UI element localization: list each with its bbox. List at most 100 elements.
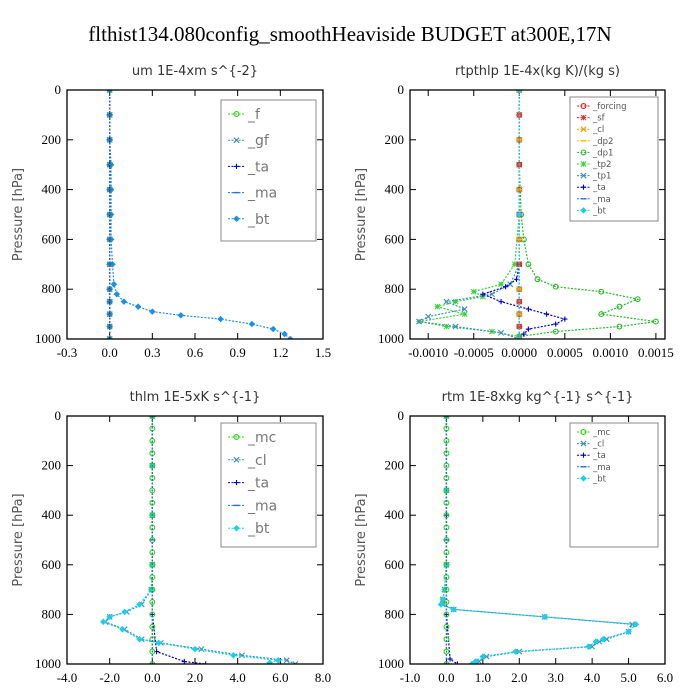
data-point	[134, 303, 142, 310]
data-point	[472, 658, 479, 664]
legend-label: _tp2	[592, 160, 611, 170]
data-point	[511, 261, 518, 268]
legend-item: _bt	[577, 206, 607, 216]
series-line	[151, 416, 206, 664]
data-point	[107, 336, 113, 339]
y-tick-label: 400	[385, 507, 405, 522]
x-tick-label: 0.3	[144, 345, 160, 360]
data-point	[525, 326, 531, 332]
data-point	[598, 288, 605, 295]
data-point	[541, 613, 549, 621]
data-point	[525, 306, 531, 312]
y-axis-label: Pressure [hPa]	[354, 493, 369, 586]
data-point	[454, 661, 460, 664]
panel-title: um 1E-4xm s^{-2}	[132, 64, 258, 79]
data-point	[147, 586, 155, 593]
series-line	[518, 90, 656, 338]
data-point	[468, 660, 476, 664]
legend-label: _ta	[247, 476, 269, 492]
data-point	[498, 281, 505, 288]
y-tick-label: 200	[42, 458, 62, 473]
legend-item: _bt	[577, 474, 607, 484]
data-point	[516, 336, 523, 339]
panel-rtpthlp: rtpthlp 1E-4x(kg K)/(kg s) Pressure [hPa]…	[354, 64, 674, 360]
legend-marker	[580, 184, 587, 190]
legend-item: _bt	[228, 521, 270, 537]
plot-area	[416, 90, 659, 339]
legend-label: _ta	[247, 159, 269, 175]
legend-marker	[233, 215, 240, 223]
data-point	[269, 325, 277, 333]
x-tick-label: 1.2	[272, 345, 288, 360]
x-tick-label: 6.0	[657, 670, 673, 685]
data-point	[452, 298, 459, 305]
legend-item: _mc	[228, 430, 276, 446]
x-tick-label: 0.6	[187, 345, 204, 360]
x-tick-label: 0.0010	[592, 345, 628, 360]
data-point	[266, 659, 274, 664]
y-tick-label: 800	[385, 606, 405, 621]
data-point	[443, 648, 450, 655]
data-point	[452, 323, 459, 330]
panel-title: thlm 1E-5xK s^{-1}	[130, 390, 261, 405]
y-tick-label: 200	[385, 458, 405, 473]
series-bt	[515, 90, 523, 339]
legend-item: _ma	[228, 186, 277, 202]
x-tick-label: 0.9	[230, 345, 246, 360]
data-point	[106, 613, 114, 621]
data-point	[443, 298, 450, 305]
y-tick-label: 600	[385, 557, 405, 572]
x-tick-label: 0.0	[438, 670, 454, 685]
x-tick-label: 0.0000	[501, 345, 537, 360]
x-tick-label: -0.0010	[408, 345, 448, 360]
plot-area	[99, 416, 299, 664]
data-point	[121, 608, 128, 616]
data-point	[498, 299, 504, 305]
data-point	[498, 329, 505, 336]
y-tick-label: 0	[55, 82, 62, 97]
legend-marker	[580, 207, 587, 214]
y-axis-label: Pressure [hPa]	[11, 168, 26, 261]
series-ma	[443, 416, 450, 664]
panel-title: rtm 1E-8xkg kg^{-1} s^{-1}	[442, 390, 634, 405]
legend-label: _tp1	[592, 172, 611, 182]
legend-label: _ma	[592, 195, 611, 205]
plot-area	[106, 90, 294, 339]
legend-label: _ta	[592, 183, 606, 193]
data-point	[488, 291, 495, 298]
legend-label: _bt	[247, 212, 270, 228]
legend-item: _sf	[577, 114, 606, 124]
data-point	[149, 648, 156, 655]
x-tick-label: 1.0	[475, 670, 491, 685]
y-tick-label: 1000	[35, 331, 61, 346]
y-tick-label: 0	[398, 408, 405, 423]
x-tick-label: 0.0015	[638, 345, 674, 360]
legend-marker	[233, 524, 240, 532]
legend-item: _f	[228, 107, 261, 123]
data-point	[113, 290, 121, 298]
legend-item: _tp1	[577, 172, 611, 182]
y-tick-label: 1000	[378, 331, 404, 346]
legend-item: _dp2	[577, 137, 613, 147]
axes-frame	[66, 89, 324, 340]
data-point	[470, 288, 477, 295]
legend-marker	[580, 103, 587, 109]
legend-item: _ta	[577, 451, 606, 461]
axes-frame	[66, 415, 324, 665]
data-point	[599, 635, 607, 643]
data-point	[274, 656, 282, 664]
x-tick-label: 3.0	[548, 670, 564, 685]
legend-label: _dp1	[592, 148, 613, 158]
x-tick-label: 2.0	[187, 670, 203, 685]
series-line	[445, 416, 458, 664]
x-tick-label: 0.0005	[547, 345, 583, 360]
legend-item: _ma	[228, 498, 277, 514]
y-tick-label: 1000	[378, 656, 404, 671]
data-point	[513, 276, 520, 282]
y-tick-label: 600	[385, 231, 405, 246]
legend-label: _ma	[592, 463, 611, 473]
legend-label: _sf	[592, 114, 606, 124]
legend-item: _gf	[228, 133, 270, 149]
x-tick-label: 0.0	[102, 345, 118, 360]
